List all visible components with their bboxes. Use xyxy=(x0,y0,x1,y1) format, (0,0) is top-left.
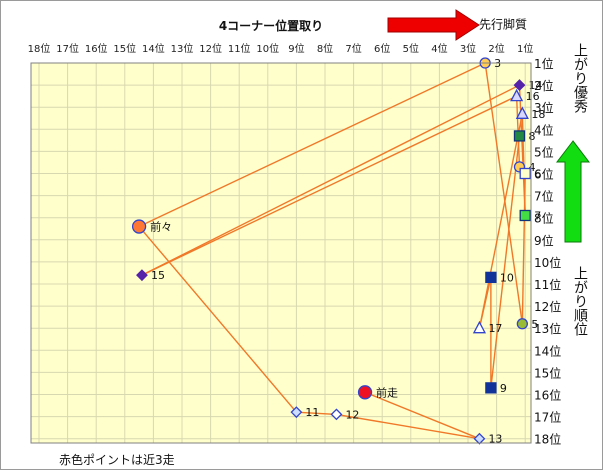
point-label: 10 xyxy=(500,271,514,284)
footnote: 赤色ポイントは近3走 xyxy=(59,453,175,467)
x-tick-labels: 18位 17位 16位 15位 14位 13位 12位 11位 10位 9位 8位 7位 6位 5位 4位 3… xyxy=(28,42,534,55)
x-tick-label: 8位 xyxy=(317,42,333,55)
data-point-14: 14 xyxy=(513,79,542,92)
grid-lines xyxy=(31,62,531,443)
data-point-6: 6 xyxy=(519,168,541,181)
point-label: 18 xyxy=(531,108,545,121)
y-tick-label: 14位 xyxy=(534,343,561,358)
connector-line xyxy=(141,84,520,276)
y-tick-label: 5位 xyxy=(534,144,554,159)
connector-line xyxy=(478,113,524,329)
connector-line xyxy=(490,135,521,388)
data-point-9: 9 xyxy=(485,382,507,395)
y-tick-label: 15位 xyxy=(534,365,561,380)
connector-line xyxy=(138,226,297,413)
x-tick-label: 14位 xyxy=(142,42,165,55)
point-label: 12 xyxy=(345,408,359,421)
up-arrow-icon xyxy=(555,140,591,243)
data-point-5: 5 xyxy=(516,318,538,331)
right-arrow-icon xyxy=(387,9,480,41)
point-label: 16 xyxy=(526,90,540,103)
point-label: 8 xyxy=(528,130,535,143)
data-point-11: 11 xyxy=(290,406,319,419)
y-tick-label: 13位 xyxy=(534,321,561,336)
x-tick-label: 18位 xyxy=(28,42,51,55)
data-point-18: 18 xyxy=(515,106,545,121)
x-tick-label: 12位 xyxy=(199,42,222,55)
point-label: 15 xyxy=(151,269,165,282)
x-tick-label: 5位 xyxy=(403,42,419,55)
connector-line xyxy=(141,95,517,276)
plot-frame xyxy=(30,62,532,444)
y-tick-label: 9位 xyxy=(534,233,554,248)
point-label: 13 xyxy=(488,433,502,446)
data-point-13: 13 xyxy=(473,433,502,446)
x-tick-label: 16位 xyxy=(85,42,108,55)
y-tick-label: 2位 xyxy=(534,78,554,93)
data-point-7: 7 xyxy=(519,209,541,222)
data-point-15: 15 xyxy=(136,269,165,282)
data-point-17: 17 xyxy=(472,320,502,335)
y-axis-label: 上がり順位 xyxy=(572,266,588,336)
point-label: 7 xyxy=(534,209,541,222)
y-tick-label: 11位 xyxy=(534,277,561,292)
y-tick-label: 18位 xyxy=(534,432,561,447)
y-tick-label: 1位 xyxy=(534,56,554,71)
x-tick-label: 1位 xyxy=(517,42,533,55)
x-tick-label: 4位 xyxy=(431,42,447,55)
connector-line xyxy=(296,411,337,416)
data-point-12: 12 xyxy=(330,408,359,421)
x-tick-label: 11位 xyxy=(228,42,251,55)
y-tick-label: 16位 xyxy=(534,388,561,403)
data-point-前走: 前走 xyxy=(357,385,398,400)
point-label: 前走 xyxy=(376,385,398,399)
x-tick-label: 6位 xyxy=(374,42,390,55)
point-label: 4 xyxy=(528,161,535,174)
plot-area xyxy=(31,63,531,443)
x-tick-label: 7位 xyxy=(345,42,361,55)
data-point-16: 16 xyxy=(510,88,540,103)
point-label: 6 xyxy=(534,168,541,181)
x-tick-label: 10位 xyxy=(256,42,279,55)
arrow-right-label: 先行脚質 xyxy=(479,17,527,32)
connector-line xyxy=(336,413,480,440)
y-tick-label: 12位 xyxy=(534,299,561,314)
connector-line xyxy=(138,62,486,228)
y-tick-label: 4位 xyxy=(534,122,554,137)
chart-title: 4コーナー位置取り xyxy=(219,18,323,33)
x-tick-label: 15位 xyxy=(113,42,136,55)
x-tick-label: 17位 xyxy=(56,42,79,55)
y-tick-label: 6位 xyxy=(534,167,554,182)
x-tick-label: 9位 xyxy=(288,42,304,55)
point-label: 5 xyxy=(531,318,538,331)
y-tick-label: 8位 xyxy=(534,211,554,226)
x-tick-label: 2位 xyxy=(488,42,504,55)
point-label: 14 xyxy=(528,79,542,92)
point-label: 17 xyxy=(488,322,502,335)
point-label: 11 xyxy=(305,406,319,419)
y-tick-label: 7位 xyxy=(534,189,554,204)
connector-line xyxy=(484,62,524,324)
data-point-10: 10 xyxy=(485,271,514,284)
point-label: 前々 xyxy=(150,220,172,234)
data-point-前々: 前々 xyxy=(131,219,172,234)
x-tick-label: 3位 xyxy=(460,42,476,55)
y-tick-label: 3位 xyxy=(534,100,554,115)
data-point-8: 8 xyxy=(513,130,535,143)
point-label: 9 xyxy=(500,382,507,395)
arrow-up-label: 上がり優秀 xyxy=(572,43,588,114)
y-tick-labels: 1位 2位 3位 4位 5位 6位 7位 8位 9位 10位 11位 12位 13位 14位 15位 16位 1… xyxy=(534,56,561,447)
y-tick-label: 17位 xyxy=(534,410,561,425)
x-tick-label: 13位 xyxy=(171,42,194,55)
connector-line xyxy=(364,391,480,440)
y-tick-label: 10位 xyxy=(534,255,561,270)
connector-line xyxy=(478,277,492,329)
